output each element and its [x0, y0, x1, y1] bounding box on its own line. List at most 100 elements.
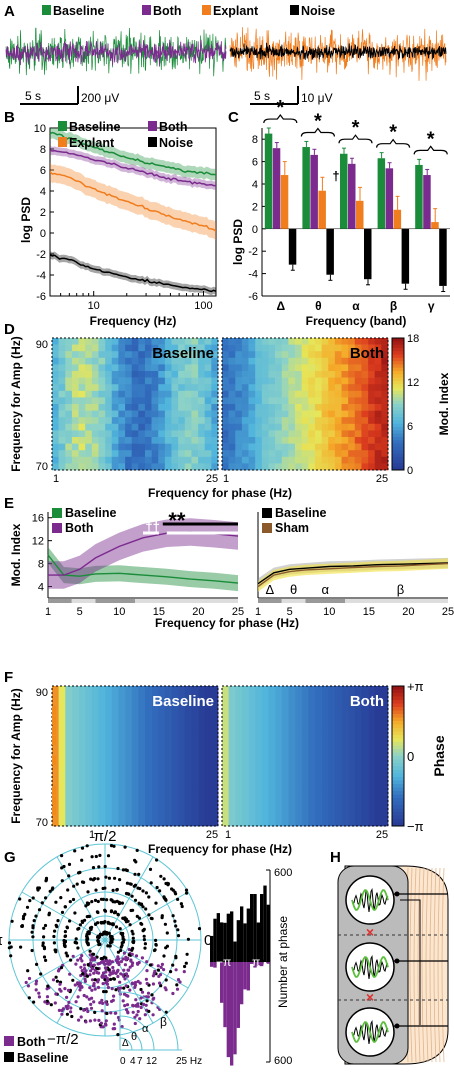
ytick-label-c: 4 — [252, 179, 258, 191]
heatmap-d-baseline-cell — [158, 423, 166, 431]
heatmap-d-both-cell — [381, 344, 389, 352]
hist-bar-both — [240, 962, 244, 1005]
heatmap-d-baseline-cell — [138, 410, 146, 418]
heatmap-f-both-cell — [301, 777, 309, 785]
fast-wave — [351, 1019, 389, 1044]
polar-point — [89, 877, 93, 881]
heatmap-f-baseline-cell — [191, 714, 199, 722]
heatmap-f-baseline-cell — [91, 721, 99, 729]
heatmap-d-both-cell — [241, 417, 249, 425]
heatmap-d-both-cell — [228, 417, 236, 425]
polar-point — [185, 891, 189, 895]
hist-ytick-top: 600 — [274, 867, 292, 879]
heatmap-f-both-cell — [348, 763, 356, 771]
heatmap-f-baseline-cell — [211, 791, 219, 799]
heatmap-f-baseline-cell — [198, 791, 206, 799]
polar-point — [26, 969, 30, 973]
heatmap-f-baseline-cell — [151, 742, 159, 750]
heatmap-f-both-cell — [222, 756, 229, 764]
polar-point — [67, 874, 71, 878]
heatmap-f-baseline-cell — [191, 749, 199, 757]
heatmap-d-both-cell — [255, 364, 263, 372]
heatmap-d-both-cell — [334, 443, 342, 451]
heatmap-d-baseline-cell — [204, 463, 212, 471]
polar-point — [132, 939, 136, 944]
heatmap-f-both-cell — [295, 819, 302, 827]
heatmap-f-baseline-cell — [118, 721, 126, 729]
xlabel-d: Frequency for phase (Hz) — [148, 486, 292, 500]
heatmap-f-both-cell — [308, 791, 316, 799]
heatmap-d-baseline-cell — [118, 450, 126, 458]
heatmap-d-both-cell — [361, 456, 369, 464]
heatmap-f-both-cell — [354, 707, 362, 715]
heatmap-d-both-cell — [308, 423, 316, 431]
heatmap-d-baseline-cell — [178, 456, 186, 464]
heatmap-f-both-cell — [281, 700, 289, 708]
heatmap-d-baseline-cell — [178, 417, 186, 425]
polar-point — [37, 908, 42, 912]
heatmap-f-both-cell — [275, 777, 283, 785]
heatmap-d-baseline-cell — [158, 456, 166, 464]
heatmap-f-baseline-cell — [151, 819, 159, 827]
heatmap-d-both-cell — [281, 397, 289, 405]
heatmap-d-baseline-cell — [204, 371, 212, 378]
heatmap-f-both-cell — [288, 791, 296, 799]
heatmap-d-baseline-cell — [118, 371, 126, 378]
heatmap-d-both-cell — [354, 443, 362, 451]
polar-point — [131, 1003, 135, 1008]
heatmap-f-edge — [52, 756, 56, 765]
polar-point — [100, 921, 104, 925]
heatmap-f-baseline-cell — [125, 728, 132, 736]
heatmap-f-both-cell — [381, 686, 389, 694]
heatmap-d-both-cell — [228, 357, 236, 365]
heatmap-f-baseline-cell — [171, 805, 179, 813]
heatmap-d-baseline-cell — [52, 397, 59, 405]
heatmap-f-baseline-cell — [98, 777, 106, 785]
heatmap-f-both-cell — [381, 700, 389, 708]
legend-a: Baseline Both Explant Noise — [42, 4, 335, 18]
heatmap-d-baseline-cell — [204, 423, 212, 431]
heatmap-f-baseline-cell — [105, 728, 113, 736]
sig-c: * — [276, 97, 284, 119]
polar-point — [97, 1018, 101, 1023]
heatmap-f-both-cell — [261, 791, 269, 799]
polar-point — [85, 1007, 89, 1011]
polar-point — [111, 923, 115, 927]
colorbar-f-cell — [392, 819, 404, 823]
polar-point — [124, 984, 128, 988]
heatmap-d-both-cell — [368, 417, 376, 425]
heatmap-f-both-cell — [328, 819, 336, 827]
heatmap-f-both-cell — [341, 686, 349, 694]
colorbar-f-cell — [392, 714, 404, 718]
hist-bar-both — [243, 962, 247, 990]
heatmap-d-baseline-cell — [191, 437, 199, 444]
heatmap-f-both-cell — [261, 763, 269, 771]
heatmap-d-both-cell — [255, 430, 263, 438]
heatmap-f-both-cell — [308, 700, 316, 708]
polar-point — [88, 926, 93, 930]
heatmap-f-baseline-cell — [65, 770, 73, 778]
heatmap-f-both-cell — [334, 805, 342, 813]
heatmap-d-baseline-cell — [71, 390, 79, 398]
polar-point — [104, 958, 108, 963]
heatmap-d-both-cell — [295, 364, 302, 372]
heatmap-d-both-cell — [374, 357, 382, 365]
heatmap-f-both-cell — [381, 721, 389, 729]
polar-point — [123, 845, 127, 849]
heatmap-d-both-cell — [255, 351, 263, 359]
heatmap-f-both-cell — [314, 784, 322, 792]
heatmap-d-both-cell — [308, 437, 316, 444]
heatmap-f-both-cell — [361, 714, 369, 722]
map-title-d-1: Both — [350, 345, 384, 362]
heatmap-f-baseline-cell — [191, 770, 199, 778]
heatmap-d-both-cell — [368, 397, 376, 405]
heatmap-d-both-cell — [321, 384, 329, 392]
heatmap-f-both-cell — [308, 749, 316, 757]
heatmap-d-baseline-cell — [158, 417, 166, 425]
heatmap-d-both-cell — [348, 430, 356, 438]
bar-c-1-0 — [302, 147, 310, 229]
heatmap-d-both-cell — [281, 417, 289, 425]
heatmap-d-both-cell — [368, 390, 376, 398]
heatmap-f-baseline-cell — [178, 693, 186, 701]
heatmap-d-baseline-cell — [198, 390, 206, 398]
